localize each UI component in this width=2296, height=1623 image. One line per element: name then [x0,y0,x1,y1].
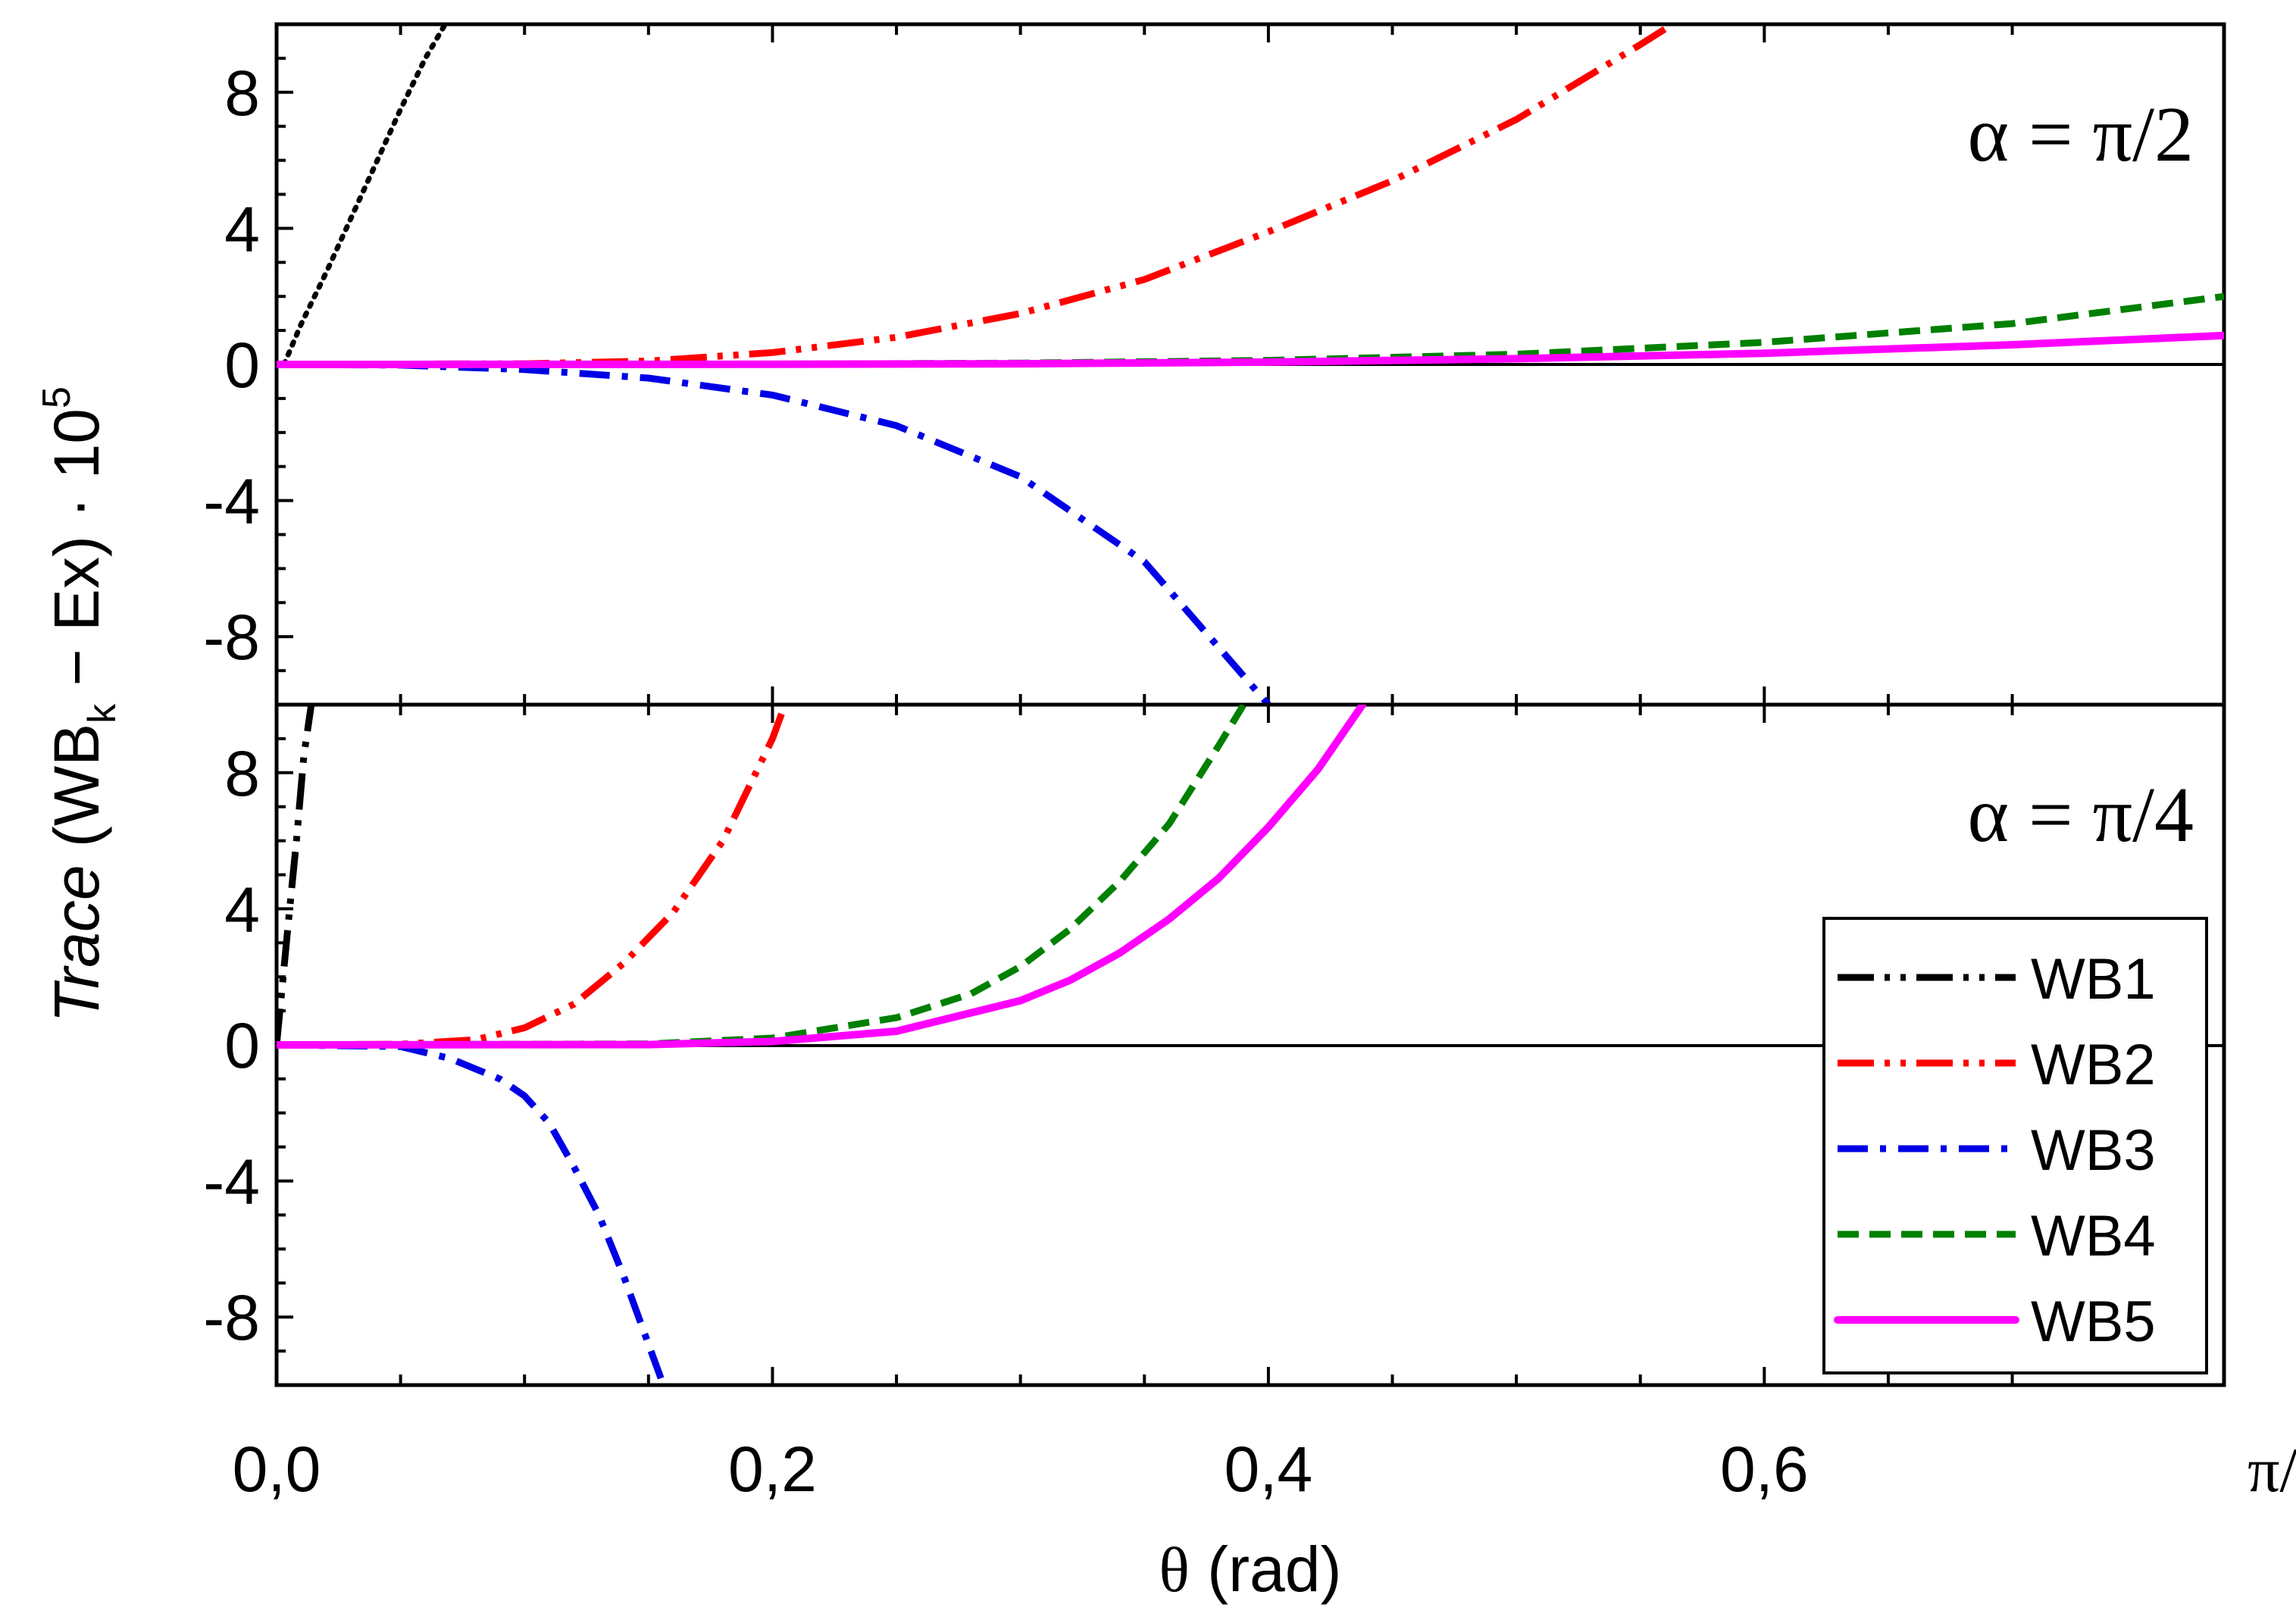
y-axis-title: Trace (WBk − Ex) · 105 [35,386,124,1023]
series-line-wb1-bottom [277,705,315,1046]
panel-top: 8 4 0 -4 -8 α = π/2 [203,22,2226,707]
series-line-wb4-bottom [277,705,1247,1049]
series-line-wb4-top [277,292,2224,368]
y-axis-title-mid: − Ex) · 10 [41,408,112,704]
series-line-wb1-top [281,24,448,367]
legend-label-wb1: WB1 [2031,947,2156,1012]
legend-label-wb5: WB5 [2031,1290,2156,1354]
y-tick-label: 8 [224,58,260,129]
legend: WB1 WB2 WB3 WB4 WB5 [1822,917,2208,1374]
y-tick-label: 8 [224,738,260,809]
panel-top-series [277,24,2224,705]
y-tick-label: 4 [224,193,260,264]
legend-label-wb2: WB2 [2031,1033,2156,1097]
panel-bottom-x-ticks [275,705,2014,1385]
y-tick-label: -4 [203,1146,260,1218]
y-tick-label: -8 [203,1282,260,1353]
y-tick-label: -8 [203,602,260,673]
y-tick-label: 0 [224,1010,260,1081]
series-line-wb3-top [277,361,1272,705]
panel-bottom-y-ticks: 8 4 0 -4 -8 [203,703,293,1387]
series-line-wb3-bottom [277,1041,665,1380]
x-tick-labels: 0,0 0,2 0,4 0,6 π/4 [233,1434,2296,1506]
series-line-wb2-top [277,24,1675,368]
x-axis-symbol: θ [1159,1535,1190,1606]
y-axis-title-open: (WB [41,724,112,865]
panel-top-label: α = π/2 [1967,91,2194,178]
legend-label-wb4: WB4 [2031,1204,2156,1268]
x-tick-label: 0,6 [1720,1434,1809,1505]
y-axis-title-sup: 5 [35,386,79,408]
x-axis-unit: (rad) [1190,1534,1342,1605]
series-line-wb5-bottom [277,705,1367,1049]
legend-box [1822,917,2208,1374]
y-axis-title-italic: Trace [41,865,112,1022]
y-axis-title-sub: k [80,703,124,724]
x-tick-label: π/4 [2248,1435,2296,1506]
series-line-wb2-bottom [277,705,789,1049]
legend-label-wb3: WB3 [2031,1118,2156,1183]
panel-bottom-series [277,705,1367,1380]
y-tick-label: -4 [203,466,260,537]
panel-bottom-label: α = π/4 [1967,771,2194,858]
y-tick-label: 4 [224,874,260,945]
x-tick-label: 0,4 [1224,1434,1312,1505]
series-line-wb5-top [277,331,2224,368]
x-tick-label: 0,2 [728,1434,817,1505]
legend-entries: WB1 WB2 WB3 WB4 WB5 [1834,947,2156,1354]
x-axis-title: θ (rad) [1159,1534,1342,1606]
x-tick-label: 0,0 [233,1434,321,1505]
panel-bottom: 8 4 0 -4 -8 α = π/4 [203,702,2226,1387]
y-tick-label: 0 [224,330,260,401]
